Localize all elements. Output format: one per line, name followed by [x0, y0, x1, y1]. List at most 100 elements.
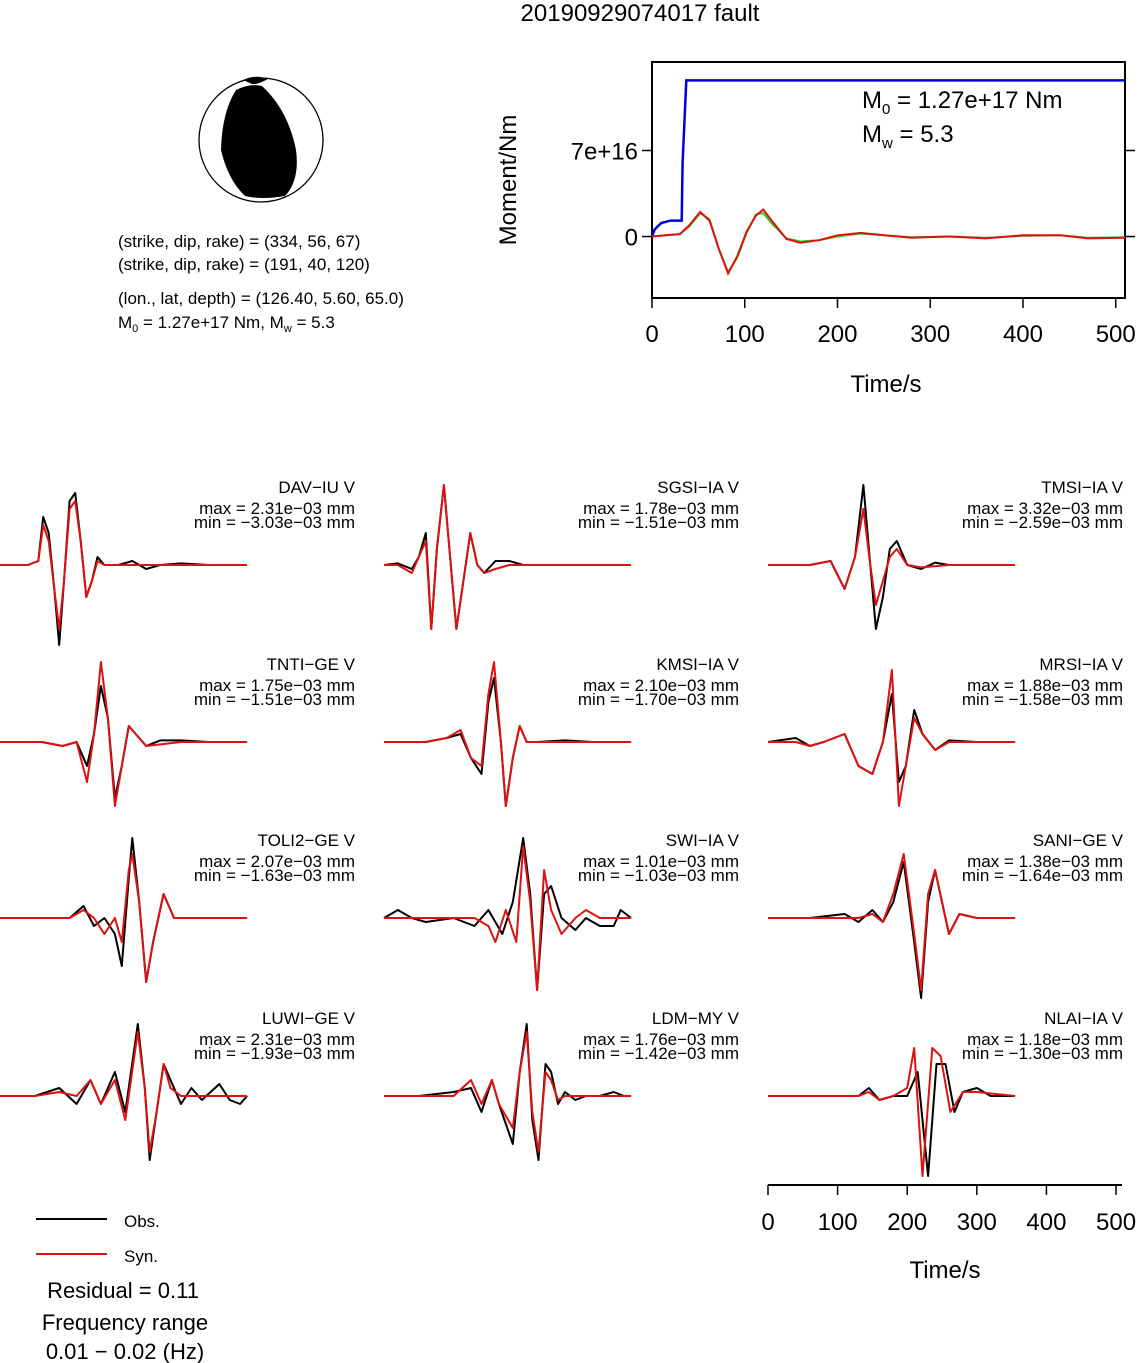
station-max: max = 1.18e−03 mm [967, 1030, 1123, 1049]
station-min: min = −1.64e−03 mm [962, 866, 1123, 885]
station-min: min = −1.42e−03 mm [578, 1044, 739, 1063]
legend-obs-label: Obs. [124, 1212, 160, 1231]
station-min: min = −1.51e−03 mm [578, 513, 739, 532]
station-min: min = −1.93e−03 mm [194, 1044, 355, 1063]
station-max: max = 1.01e−03 mm [583, 852, 739, 871]
moment-xtick-label-5: 500 [1096, 321, 1136, 348]
waveform-xtick-label-3: 300 [957, 1209, 997, 1236]
obs-trace [768, 1063, 1016, 1177]
moment-xtick-label-3: 300 [910, 321, 950, 348]
waveform-xtick-label-0: 0 [761, 1209, 774, 1236]
moment-series [650, 79, 1126, 276]
waveform-xtick-label-2: 200 [887, 1209, 927, 1236]
moment-rate-line-b [651, 208, 1126, 276]
station-max: max = 1.76e−03 mm [583, 1030, 739, 1049]
beach-ball [198, 76, 324, 203]
moment-plot-frame [651, 61, 1126, 299]
m0-rest: = 1.27e+17 Nm, M [138, 313, 284, 332]
moment-ylabel: Moment/Nm [495, 115, 522, 246]
station-max: max = 1.78e−03 mm [583, 499, 739, 518]
syn-trace [384, 661, 632, 807]
waveform-time-axis: Time/s 0 100 200 300 400 500 [761, 1184, 1136, 1284]
station-max: max = 2.10e−03 mm [583, 676, 739, 695]
strike-dip-rake-1: (strike, dip, rake) = (334, 56, 67) [118, 232, 360, 251]
syn-trace [384, 845, 632, 991]
legend-syn-label: Syn. [124, 1247, 158, 1266]
legend: Obs. Syn. Residual = 0.11 Frequency rang… [36, 1212, 208, 1363]
residual-text: Residual = 0.11 [47, 1278, 199, 1303]
moment-annotation-m0: M0 = 1.27e+17 Nm [862, 87, 1062, 118]
station-label: TOLI2−GE V [258, 831, 356, 850]
station-label: MRSI−IA V [1039, 655, 1123, 674]
station-min: min = −2.59e−03 mm [962, 513, 1123, 532]
ann-m0-prefix: M [862, 87, 882, 114]
syn-trace [0, 1031, 248, 1153]
station-min: min = −1.58e−03 mm [962, 690, 1123, 709]
station-min: min = −3.03e−03 mm [194, 513, 355, 532]
moment-rate-line-a [651, 211, 1126, 275]
moment-xlabel: Time/s [850, 371, 921, 398]
station-max: max = 2.31e−03 mm [199, 499, 355, 518]
station-min: min = −1.51e−03 mm [194, 690, 355, 709]
station-label: LDM−MY V [652, 1009, 740, 1028]
station-label: LUWI−GE V [262, 1009, 356, 1028]
strike-dip-rake-2: (strike, dip, rake) = (191, 40, 120) [118, 255, 370, 274]
syn-trace [768, 853, 1016, 991]
m0-prefix: M [118, 313, 132, 332]
syn-trace [384, 1031, 632, 1153]
station-label: TNTI−GE V [267, 655, 356, 674]
moment-xtick-label-0: 0 [645, 321, 658, 348]
waveform-xlabel: Time/s [909, 1257, 980, 1284]
station-max: max = 2.07e−03 mm [199, 852, 355, 871]
moment-ytick-label-0: 0 [625, 225, 638, 252]
moment-xtick-label-1: 100 [725, 321, 765, 348]
moment-axis-ticks: 0 100 200 300 400 500 0 7e+16 [571, 139, 1136, 349]
syn-trace [0, 661, 248, 807]
station-label: SANI−GE V [1033, 831, 1124, 850]
station-label: NLAI−IA V [1044, 1009, 1124, 1028]
mw-sub: w [283, 323, 292, 335]
waveform-xtick-label-5: 500 [1096, 1209, 1136, 1236]
station-label: KMSI−IA V [656, 655, 739, 674]
syn-trace [768, 1047, 1016, 1177]
syn-trace [768, 508, 1016, 606]
figure-title: 20190929074017 fault [521, 0, 760, 27]
station-min: min = −1.03e−03 mm [578, 866, 739, 885]
lon-lat-depth: (lon., lat, depth) = (126.40, 5.60, 65.0… [118, 289, 404, 308]
station-max: max = 3.32e−03 mm [967, 499, 1123, 518]
station-max: max = 2.31e−03 mm [199, 1030, 355, 1049]
syn-trace [768, 669, 1016, 807]
ann-mw-rest: = 5.3 [893, 121, 954, 148]
waveform-xtick-label-1: 100 [818, 1209, 858, 1236]
moment-xtick-label-4: 400 [1003, 321, 1043, 348]
frequency-label: Frequency range [42, 1310, 208, 1335]
obs-trace [0, 1023, 248, 1161]
syn-trace [0, 500, 248, 630]
waveform-xtick-label-4: 400 [1026, 1209, 1066, 1236]
station-label: TMSI−IA V [1041, 478, 1123, 497]
ann-mw-prefix: M [862, 121, 882, 148]
mw-rest: = 5.3 [292, 313, 335, 332]
station-min: min = −1.30e−03 mm [962, 1044, 1123, 1063]
source-info: (strike, dip, rake) = (334, 56, 67) (str… [118, 232, 404, 335]
moment-cumulative-line [650, 79, 1125, 237]
moment-xtick-label-2: 200 [817, 321, 857, 348]
moment-annotation-mw: Mw = 5.3 [862, 121, 954, 152]
beach-ball-main-lobe [221, 85, 297, 198]
station-min: min = −1.70e−03 mm [578, 690, 739, 709]
station-min: min = −1.63e−03 mm [194, 866, 355, 885]
beach-ball-upper-lobe [243, 76, 268, 85]
